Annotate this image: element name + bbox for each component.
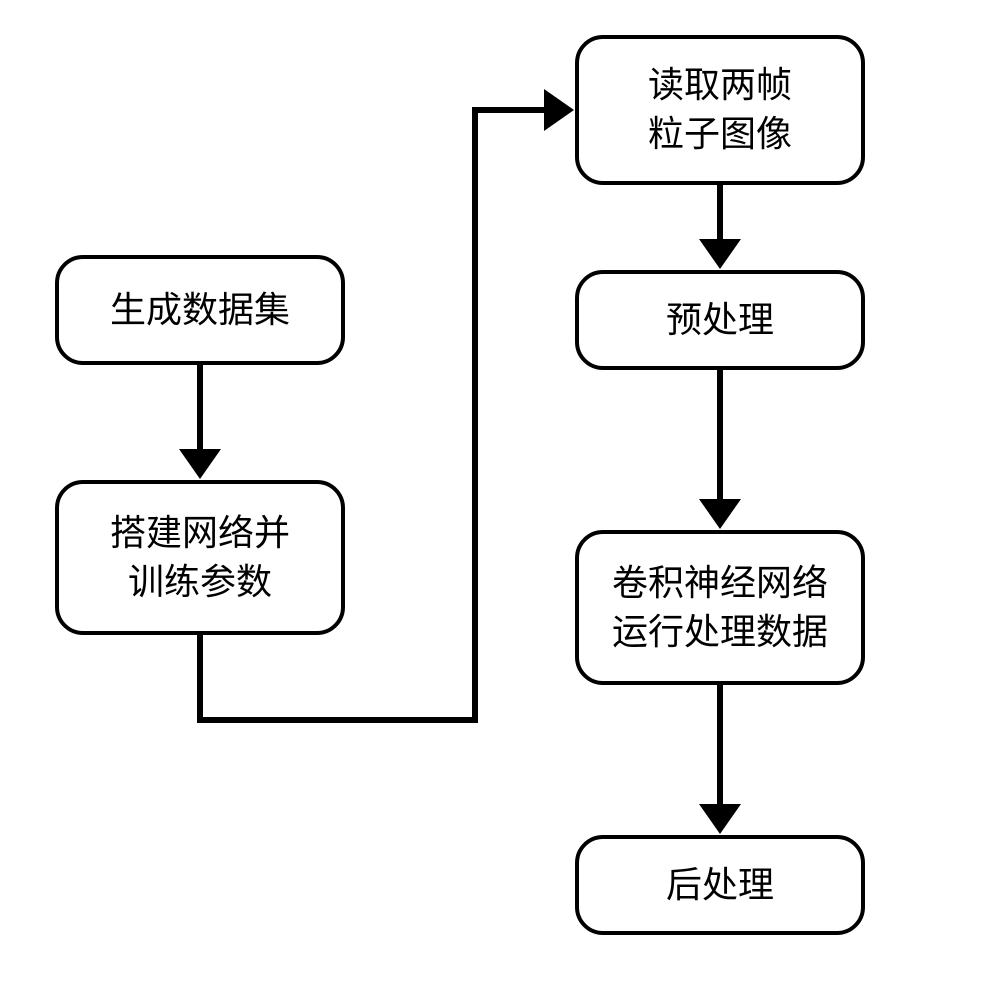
node-label: 预处理 xyxy=(666,296,774,345)
node-build-train-network: 搭建网络并训练参数 xyxy=(55,480,345,635)
node-label: 后处理 xyxy=(666,861,774,910)
node-label: 卷积神经网络运行处理数据 xyxy=(612,559,828,656)
node-read-two-frames: 读取两帧粒子图像 xyxy=(575,35,865,185)
node-postprocess: 后处理 xyxy=(575,835,865,935)
node-label: 生成数据集 xyxy=(110,286,290,335)
node-cnn-process: 卷积神经网络运行处理数据 xyxy=(575,530,865,685)
node-preprocess: 预处理 xyxy=(575,270,865,370)
node-label: 读取两帧粒子图像 xyxy=(648,61,792,158)
node-generate-dataset: 生成数据集 xyxy=(55,255,345,365)
node-label: 搭建网络并训练参数 xyxy=(110,509,290,606)
